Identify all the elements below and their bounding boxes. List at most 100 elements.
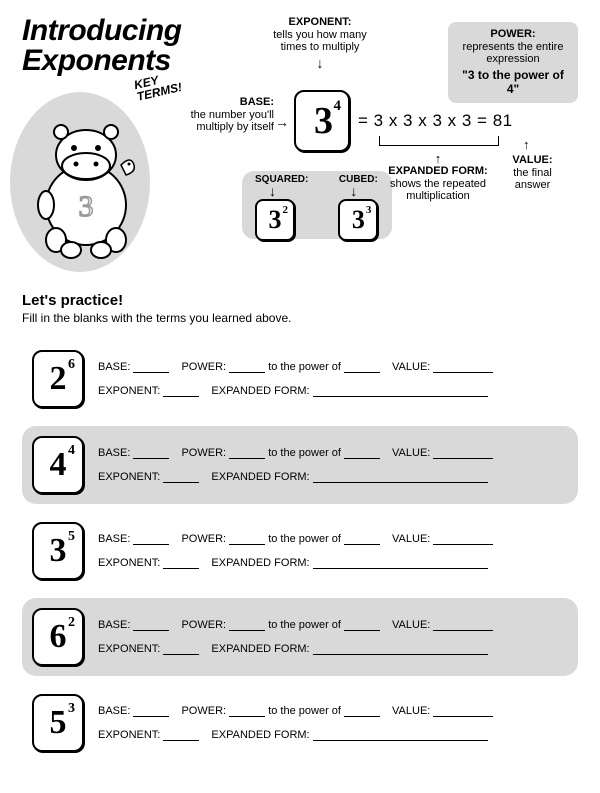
hippo-icon: 3 <box>26 110 146 260</box>
problem-base: 4 <box>50 446 67 484</box>
expanded-field: EXPANDED FORM: <box>211 557 487 569</box>
blank-input[interactable] <box>229 361 265 373</box>
page-title: Introducing Exponents <box>22 16 181 76</box>
problem-base: 6 <box>50 618 67 656</box>
value-field: VALUE: <box>392 533 493 545</box>
expanded-field: EXPANDED FORM: <box>211 471 487 483</box>
blank-input[interactable] <box>313 557 488 569</box>
blank-input[interactable] <box>133 619 169 631</box>
blank-input[interactable] <box>433 447 493 459</box>
blank-input[interactable] <box>229 447 265 459</box>
problem-exponent: 2 <box>68 615 75 631</box>
blank-input[interactable] <box>163 557 199 569</box>
power-field: POWER: to the power of <box>181 533 380 545</box>
blank-input[interactable] <box>229 619 265 631</box>
blank-input[interactable] <box>163 471 199 483</box>
problem-fields: BASE: POWER: to the power of VALUE: EXPO… <box>98 447 568 483</box>
problem-row: 35 BASE: POWER: to the power of VALUE: EX… <box>22 512 578 590</box>
blank-input[interactable] <box>229 705 265 717</box>
problem-base: 5 <box>50 704 67 742</box>
exponent-field: EXPONENT: <box>98 385 199 397</box>
problem-fields: BASE: POWER: to the power of VALUE: EXPO… <box>98 619 568 655</box>
title-line-1: Introducing <box>22 16 181 46</box>
blank-input[interactable] <box>133 361 169 373</box>
blank-input[interactable] <box>133 533 169 545</box>
problem-fields: BASE: POWER: to the power of VALUE: EXPO… <box>98 361 568 397</box>
exponent-field: EXPONENT: <box>98 729 199 741</box>
blank-input[interactable] <box>163 643 199 655</box>
problem-box: 44 <box>32 436 84 494</box>
title-line-2: Exponents <box>22 46 181 76</box>
base-field: BASE: <box>98 361 169 373</box>
problem-box: 62 <box>32 608 84 666</box>
definitions-area: EXPONENT: tells you how many times to mu… <box>195 16 578 276</box>
problem-exponent: 4 <box>68 443 75 459</box>
base-field: BASE: <box>98 533 169 545</box>
blank-input[interactable] <box>133 447 169 459</box>
bracket-icon <box>379 136 499 146</box>
blank-input[interactable] <box>313 471 488 483</box>
exponent-field: EXPONENT: <box>98 643 199 655</box>
expanded-field: EXPANDED FORM: <box>211 729 487 741</box>
equation-line: = 3 x 3 x 3 x 3 = 81 <box>358 111 513 131</box>
problem-box: 35 <box>32 522 84 580</box>
hippo-illustration: KEYTERMS! 3 <box>10 92 175 272</box>
problem-fields: BASE: POWER: to the power of VALUE: EXPO… <box>98 705 568 741</box>
expanded-field: EXPANDED FORM: <box>211 643 487 655</box>
main-base: 3 <box>314 99 330 143</box>
arrow-down-icon: ↓ <box>350 184 357 198</box>
base-field: BASE: <box>98 447 169 459</box>
blank-input[interactable] <box>163 729 199 741</box>
blank-input[interactable] <box>433 533 493 545</box>
exponent-definition: EXPONENT: tells you how many times to mu… <box>270 16 370 70</box>
exponent-field: EXPONENT: <box>98 557 199 569</box>
problem-row: 62 BASE: POWER: to the power of VALUE: EX… <box>22 598 578 676</box>
power-definition: POWER: represents the entire expression … <box>448 22 578 103</box>
blank-input[interactable] <box>229 533 265 545</box>
arrow-down-icon: ↓ <box>270 56 370 70</box>
blank-input[interactable] <box>313 729 488 741</box>
base-field: BASE: <box>98 705 169 717</box>
blank-input[interactable] <box>344 533 380 545</box>
blank-input[interactable] <box>344 619 380 631</box>
problem-exponent: 6 <box>68 357 75 373</box>
arrow-right-icon: → <box>275 114 289 130</box>
problem-base: 3 <box>50 532 67 570</box>
value-field: VALUE: <box>392 705 493 717</box>
blank-input[interactable] <box>433 705 493 717</box>
blank-input[interactable] <box>344 705 380 717</box>
power-field: POWER: to the power of <box>181 361 380 373</box>
blank-input[interactable] <box>344 447 380 459</box>
worksheet-page: Introducing Exponents KEYTERMS! <box>0 0 600 793</box>
problem-fields: BASE: POWER: to the power of VALUE: EXPO… <box>98 533 568 569</box>
practice-header: Let's practice! Fill in the blanks with … <box>22 292 291 325</box>
problems-list: 26BASE: POWER: to the power of VALUE: EX… <box>22 340 578 770</box>
cubed-box: 3 3 <box>338 199 378 241</box>
base-definition: BASE: the number you'll multiply by itse… <box>190 96 274 134</box>
value-definition: VALUE: the final answer <box>500 154 565 192</box>
expanded-field: EXPANDED FORM: <box>211 385 487 397</box>
base-field: BASE: <box>98 619 169 631</box>
blank-input[interactable] <box>133 705 169 717</box>
arrow-up-icon: ↑ <box>363 152 513 165</box>
arrow-up-icon: ↑ <box>523 138 530 151</box>
practice-title: Let's practice! <box>22 292 291 309</box>
main-exponent: 4 <box>334 98 342 115</box>
blank-input[interactable] <box>433 361 493 373</box>
blank-input[interactable] <box>344 361 380 373</box>
value-field: VALUE: <box>392 619 493 631</box>
blank-input[interactable] <box>313 643 488 655</box>
value-field: VALUE: <box>392 447 493 459</box>
blank-input[interactable] <box>313 385 488 397</box>
problem-box: 26 <box>32 350 84 408</box>
problem-exponent: 5 <box>68 529 75 545</box>
problem-exponent: 3 <box>68 701 75 717</box>
problem-base: 2 <box>50 360 67 398</box>
blank-input[interactable] <box>433 619 493 631</box>
blank-input[interactable] <box>163 385 199 397</box>
main-example-box: 3 4 <box>294 90 350 152</box>
cubed-block: CUBED: ↓ 3 3 <box>338 174 378 241</box>
squared-block: SQUARED: ↓ 3 2 <box>255 174 308 241</box>
problem-row: 53 BASE: POWER: to the power of VALUE: EX… <box>22 684 578 762</box>
problem-row: 26 BASE: POWER: to the power of VALUE: EX… <box>22 340 578 418</box>
